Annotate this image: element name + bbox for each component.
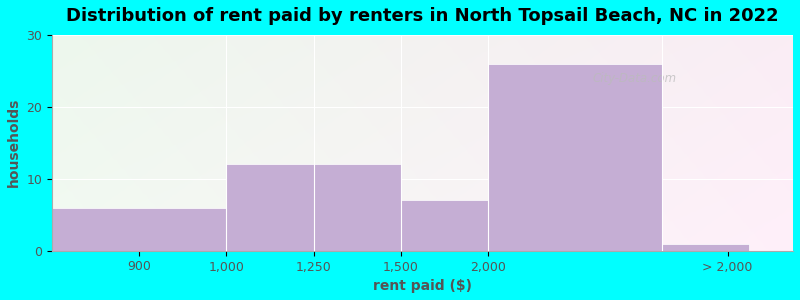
Bar [662,244,750,251]
Title: Distribution of rent paid by renters in North Topsail Beach, NC in 2022: Distribution of rent paid by renters in … [66,7,779,25]
Bar [401,200,488,251]
Bar [488,64,662,251]
Text: City-Data.com: City-Data.com [593,71,677,85]
Y-axis label: households: households [7,98,21,188]
Bar [52,208,226,251]
Bar [314,164,401,251]
Bar [226,164,314,251]
X-axis label: rent paid ($): rent paid ($) [373,279,472,293]
